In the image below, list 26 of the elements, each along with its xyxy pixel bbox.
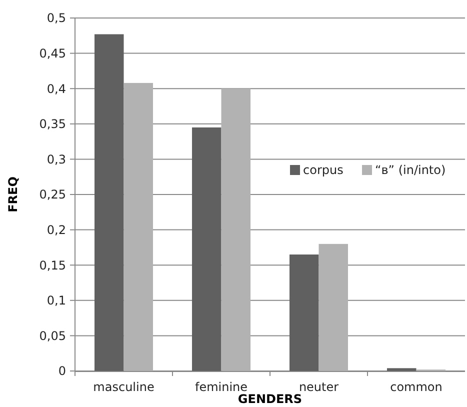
y-tick-label: 0,25 <box>39 188 66 202</box>
y-tick-label: 0,2 <box>46 223 66 237</box>
bar <box>94 34 124 371</box>
y-tick-label: 0,5 <box>46 11 66 26</box>
bar <box>192 127 222 371</box>
y-tick-label: 0,15 <box>39 258 66 272</box>
y-tick-label: 0,1 <box>46 294 66 308</box>
y-axis-title: FREQ <box>6 176 20 212</box>
bar <box>124 82 153 371</box>
bar <box>318 244 348 371</box>
x-tick-label: common <box>390 380 442 394</box>
bar <box>221 88 250 371</box>
y-tick-label: 0,45 <box>39 46 66 60</box>
y-tick-label: 0,4 <box>46 82 66 96</box>
x-tick-label: masculine <box>93 380 154 394</box>
x-axis-title: GENDERS <box>238 392 302 406</box>
bar <box>290 254 319 371</box>
bar <box>387 368 416 371</box>
legend-label: “в” (in/into) <box>375 163 446 178</box>
y-tick-label: 0,05 <box>39 328 66 343</box>
legend-label: corpus <box>303 163 344 178</box>
y-tick-label: 0,35 <box>39 117 66 132</box>
x-tick-label: feminine <box>194 380 248 394</box>
y-tick-label: 0 <box>58 364 66 378</box>
y-tick-label: 0,3 <box>46 152 66 166</box>
x-tick-label: neuter <box>298 380 339 394</box>
